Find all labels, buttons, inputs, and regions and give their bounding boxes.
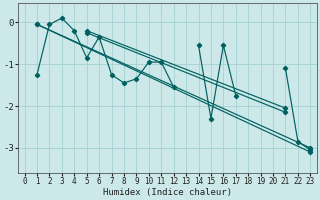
X-axis label: Humidex (Indice chaleur): Humidex (Indice chaleur) — [103, 188, 232, 197]
